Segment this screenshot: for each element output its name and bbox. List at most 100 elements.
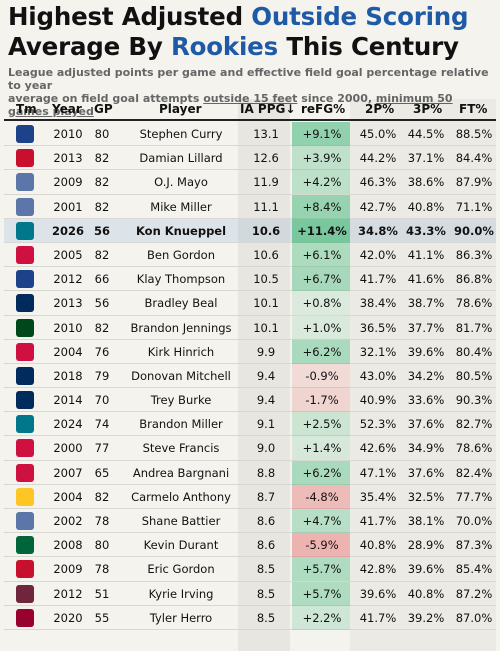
header-3p[interactable]: 3P% xyxy=(413,102,443,116)
cell-p3: 37.6% xyxy=(407,417,445,432)
cell-p2: 41.7% xyxy=(359,272,397,287)
table-row[interactable]: 2005 82 Ben Gordon 10.6 +6.1% 42.0% 41.1% 86.3% xyxy=(4,242,496,268)
cell-gp: 55 xyxy=(94,610,110,625)
cell-ft: 84.4% xyxy=(455,151,493,166)
header-ft[interactable]: FT% xyxy=(459,102,488,116)
table-row[interactable]: 2001 82 Mike Miller 11.1 +8.4% 42.7% 40.8% 71.1… xyxy=(4,194,496,219)
cell-ia-ppg: 13.1 xyxy=(253,127,279,141)
table-row[interactable]: 2002 78 Shane Battier 8.6 +4.7% 41.7% 38.1% 70.… xyxy=(4,509,496,534)
cell-player: Stephen Curry xyxy=(139,127,223,141)
cell-gp: 70 xyxy=(94,393,110,408)
grizzlies-logo-icon xyxy=(16,512,34,530)
cell-p3: 39.2% xyxy=(407,610,445,625)
cell-player: Carmelo Anthony xyxy=(131,489,231,504)
cell-ia-ppg: 9.4 xyxy=(256,393,276,408)
table-row[interactable]: 2020 55 Tyler Herro 8.5 +2.2% 41.7% 39.2% 87.0% xyxy=(4,605,496,630)
table-row[interactable]: 2026 56 Kon Knueppel 10.6 +11.4% 34.8% 43.3% 90… xyxy=(4,218,496,243)
cell-year: 2001 xyxy=(53,199,83,214)
refg-shade xyxy=(292,218,350,243)
title-highlight: Rookies xyxy=(170,32,278,61)
cell-gp: 82 xyxy=(94,320,110,335)
cell-ia-ppg: 9.0 xyxy=(256,441,276,456)
cell-refg: -1.7% xyxy=(305,393,339,408)
cell-refg: +4.2% xyxy=(302,175,342,190)
table-row[interactable]: 2012 51 Kyrie Irving 8.5 +5.7% 39.6% 40.8% 87.2… xyxy=(4,581,496,606)
cell-ft: 81.7% xyxy=(455,320,493,335)
refg-shade xyxy=(292,146,350,171)
subtitle-underlined: minimum 50 games played xyxy=(8,92,453,118)
header-year[interactable]: Year xyxy=(52,102,82,116)
table-row[interactable]: 2009 82 O.J. Mayo 11.9 +4.2% 46.3% 38.6% 87.9% xyxy=(4,170,496,195)
cell-gp: 82 xyxy=(94,247,110,262)
table-row[interactable]: 2000 77 Steve Francis 9.0 +1.4% 42.6% 34.9% 78.… xyxy=(4,436,496,461)
header-player[interactable]: Player xyxy=(159,102,202,116)
header-gp[interactable]: GP xyxy=(94,102,113,116)
header-refg[interactable]: reFG% xyxy=(301,102,346,116)
refg-shade xyxy=(292,436,350,461)
cell-ia-ppg: 8.6 xyxy=(256,514,276,528)
page-title: Highest Adjusted Outside Scoring Average… xyxy=(8,2,494,62)
table-row[interactable]: 2009 78 Eric Gordon 8.5 +5.7% 42.8% 39.6% 85.4% xyxy=(4,557,496,582)
subtitle-text: since 2000, xyxy=(297,92,376,105)
cell-p3: 33.6% xyxy=(407,393,445,408)
hornets-logo-icon xyxy=(16,415,34,434)
table-row[interactable]: 2014 70 Trey Burke 9.4 -1.7% 40.9% 33.6% 90.3% xyxy=(4,388,496,413)
table-row[interactable]: 2013 56 Bradley Beal 10.1 +0.8% 38.4% 38.7% 78.… xyxy=(4,291,496,316)
cell-refg: +2.5% xyxy=(302,417,342,432)
refg-shade xyxy=(292,315,350,340)
cell-ft: 80.5% xyxy=(455,368,493,383)
cell-player: Andrea Bargnani xyxy=(132,465,230,480)
cell-ft: 90.0% xyxy=(454,223,494,238)
cell-refg: +0.8% xyxy=(302,296,342,311)
header-ia-ppg[interactable]: IA PPG↓ xyxy=(240,102,296,116)
cell-refg: +6.1% xyxy=(302,247,342,262)
cell-ft: 88.5% xyxy=(455,127,493,141)
cell-p2: 42.6% xyxy=(359,441,397,456)
table-row[interactable]: 2010 80 Stephen Curry 13.1 +9.1% 45.0% 44.5% 88… xyxy=(4,122,496,147)
header-tm[interactable]: Tm xyxy=(16,102,37,116)
cell-p2: 42.0% xyxy=(359,247,397,262)
table-row[interactable]: 2018 79 Donovan Mitchell 9.4 -0.9% 43.0% 34.2%… xyxy=(4,363,496,389)
cell-refg: +3.9% xyxy=(302,151,342,166)
cell-ia-ppg: 9.1 xyxy=(256,417,276,432)
cell-year: 2009 xyxy=(53,562,83,577)
cell-ia-ppg: 11.1 xyxy=(253,199,279,214)
table-row[interactable]: 2024 74 Brandon Miller 9.1 +2.5% 52.3% 37.6% 82… xyxy=(4,412,496,437)
cell-ft: 70.0% xyxy=(455,514,493,528)
jazz-logo-icon xyxy=(16,391,34,410)
cell-ia-ppg: 8.8 xyxy=(256,465,276,480)
table-row[interactable]: 2007 65 Andrea Bargnani 8.8 +6.2% 47.1% 37.6% 8… xyxy=(4,460,496,485)
cell-p2: 47.1% xyxy=(359,465,397,480)
cell-p2: 35.4% xyxy=(359,489,397,504)
cell-ia-ppg: 8.5 xyxy=(256,562,276,577)
cell-player: Tyler Herro xyxy=(149,610,213,625)
rockets-logo-icon xyxy=(16,439,34,458)
cell-refg: -5.9% xyxy=(305,538,339,553)
warriors-logo-icon xyxy=(16,125,34,143)
cell-ft: 90.3% xyxy=(455,393,493,408)
table-row[interactable]: 2013 82 Damian Lillard 12.6 +3.9% 44.2% 37.1% 8… xyxy=(4,146,496,171)
refg-shade xyxy=(292,460,350,485)
cell-p2: 41.7% xyxy=(359,514,397,528)
cell-p2: 36.5% xyxy=(359,320,397,335)
cell-year: 2000 xyxy=(53,441,83,456)
cell-gp: 66 xyxy=(94,272,110,287)
table-row[interactable]: 2004 76 Kirk Hinrich 9.9 +6.2% 32.1% 39.6% 80.4… xyxy=(4,339,496,364)
cell-refg: +6.2% xyxy=(302,344,342,359)
title-line-1: Highest Adjusted Outside Scoring xyxy=(8,2,494,32)
cell-player: Donovan Mitchell xyxy=(131,368,231,383)
cell-ia-ppg: 8.5 xyxy=(256,586,276,601)
cell-ia-ppg: 10.6 xyxy=(253,247,279,262)
cell-ft: 87.9% xyxy=(455,175,493,190)
table-row[interactable]: 2012 66 Klay Thompson 10.5 +6.7% 41.7% 41.6% 86… xyxy=(4,267,496,292)
header-2p[interactable]: 2P% xyxy=(365,102,395,116)
table-row[interactable]: 2004 82 Carmelo Anthony 8.7 -4.8% 35.4% 32.5% 7… xyxy=(4,484,496,509)
cell-year: 2020 xyxy=(53,610,83,625)
table-row[interactable]: 2008 80 Kevin Durant 8.6 -5.9% 40.8% 28.9% 87.3… xyxy=(4,533,496,558)
table-row[interactable]: 2010 82 Brandon Jennings 10.1 +1.0% 36.5% 37.7… xyxy=(4,315,496,340)
cell-p2: 43.0% xyxy=(359,368,397,383)
cell-p3: 34.9% xyxy=(407,441,445,456)
cell-year: 2004 xyxy=(53,489,83,504)
cell-refg: +5.7% xyxy=(302,562,342,577)
refg-shade xyxy=(292,388,350,413)
